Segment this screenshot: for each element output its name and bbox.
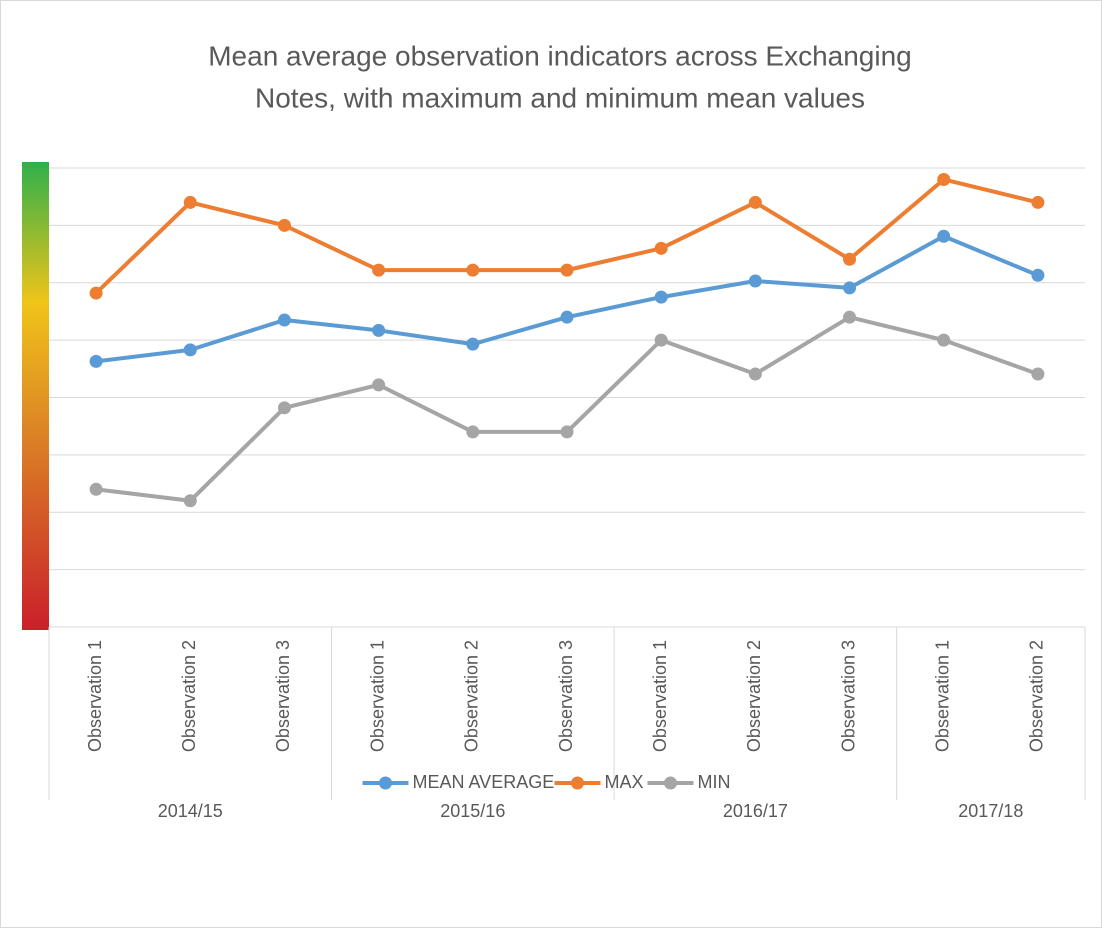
legend-label: MEAN AVERAGE: [413, 772, 555, 792]
point: [466, 337, 480, 351]
x-tick-label: Observation 2: [1027, 640, 1047, 752]
point: [89, 482, 103, 496]
legend-label: MAX: [605, 772, 644, 792]
color-scale: [22, 162, 49, 630]
x-group-label: 2015/16: [440, 801, 505, 821]
x-tick-label: Observation 1: [85, 640, 105, 752]
legend-marker: [664, 776, 677, 790]
x-tick-label: Observation 3: [838, 640, 858, 752]
point: [843, 252, 857, 266]
point: [560, 310, 574, 324]
point: [1031, 367, 1045, 381]
point: [183, 195, 197, 209]
x-tick-label: Observation 1: [367, 640, 387, 752]
point: [937, 172, 951, 186]
point: [560, 425, 574, 439]
x-tick-label: Observation 1: [650, 640, 670, 752]
point: [748, 195, 762, 209]
x-tick-label: Observation 3: [556, 640, 576, 752]
point: [560, 263, 574, 277]
x-tick-label: Observation 3: [273, 640, 293, 752]
point: [654, 333, 668, 347]
point: [277, 401, 291, 415]
point: [748, 367, 762, 381]
legend-marker: [571, 776, 584, 790]
point: [277, 218, 291, 232]
point: [843, 281, 857, 295]
x-group-label: 2014/15: [158, 801, 223, 821]
chart-title: Notes, with maximum and minimum mean val…: [255, 82, 865, 113]
point: [183, 494, 197, 508]
x-tick-label: Observation 2: [744, 640, 764, 752]
x-group-label: 2016/17: [723, 801, 788, 821]
point: [372, 378, 386, 392]
point: [1031, 195, 1045, 209]
point: [466, 425, 480, 439]
point: [372, 323, 386, 337]
point: [89, 354, 103, 368]
point: [843, 310, 857, 324]
point: [183, 343, 197, 357]
x-tick-label: Observation 2: [462, 640, 482, 752]
point: [1031, 268, 1045, 282]
point: [89, 286, 103, 300]
point: [937, 333, 951, 347]
point: [466, 263, 480, 277]
legend-marker: [379, 776, 392, 790]
point: [654, 290, 668, 304]
point: [748, 274, 762, 288]
x-tick-label: Observation 1: [932, 640, 952, 752]
legend-label: MIN: [698, 772, 731, 792]
x-tick-label: Observation 2: [179, 640, 199, 752]
point: [372, 263, 386, 277]
x-group-label: 2017/18: [958, 801, 1023, 821]
chart-title: Mean average observation indicators acro…: [208, 40, 912, 71]
point: [937, 229, 951, 243]
point: [654, 241, 668, 255]
point: [277, 313, 291, 327]
